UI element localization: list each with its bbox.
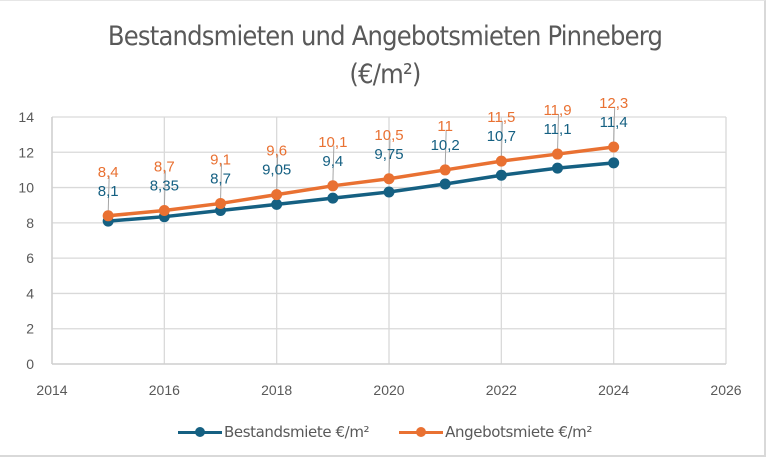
data-point-1	[327, 180, 339, 192]
data-point-1	[495, 155, 507, 167]
x-tick-label: 2020	[373, 382, 404, 398]
chart-title-unit: (€/m²)	[349, 59, 421, 90]
legend-label-angebotsmiete: Angebotsmiete €/m²	[445, 423, 592, 441]
y-tick-label: 14	[18, 109, 34, 125]
leader-line	[444, 129, 447, 168]
leader-line	[557, 114, 559, 153]
data-label-bestandsmiete: 11,4	[600, 114, 628, 131]
data-label-angebotsmiete: 11,9	[543, 102, 571, 119]
x-tick-label: 2018	[261, 382, 292, 398]
series-line-1	[108, 145, 614, 218]
data-label-bestandsmiete: 9,75	[374, 146, 403, 163]
data-label-bestandsmiete: 8,1	[98, 183, 119, 200]
data-label-angebotsmiete: 8,7	[154, 159, 175, 176]
x-tick-label: 2026	[710, 382, 741, 398]
data-point-1	[102, 210, 114, 222]
leader-line	[163, 170, 166, 209]
data-label-angebotsmiete: 10,5	[374, 127, 403, 144]
x-tick-label: 2014	[36, 382, 67, 398]
data-label-bestandsmiete: 8,7	[210, 170, 231, 187]
data-label-angebotsmiete: 12,3	[599, 95, 628, 112]
x-tick-label: 2024	[598, 382, 629, 398]
series-line-0	[108, 161, 614, 223]
y-tick-label: 8	[26, 215, 34, 231]
data-label-angebotsmiete: 11	[437, 118, 453, 135]
leader-line	[276, 154, 279, 193]
data-label-bestandsmiete: 10,7	[487, 128, 516, 145]
data-point-0	[271, 198, 283, 210]
data-labels: 8,1 8,4 8,35 8,7 8,7 9,1 9,05 9,6 9,4 10,1 9,75 10,…	[98, 95, 629, 200]
data-point-0	[552, 162, 563, 174]
y-tick-label: 4	[26, 285, 34, 301]
data-point-1	[608, 141, 620, 153]
legend-item-bestandsmiete[interactable]: Bestandsmiete €/m²	[178, 423, 370, 441]
data-label-bestandsmiete: 9,05	[262, 162, 291, 179]
chart-title: Bestandsmieten und Angebotsmieten Pinneb…	[0, 18, 770, 94]
data-point-1	[383, 173, 395, 185]
data-point-1	[271, 189, 283, 201]
leader-line	[388, 138, 391, 177]
data-point-1	[439, 164, 451, 176]
leader-line	[220, 163, 222, 202]
leader-line	[332, 145, 335, 184]
data-label-bestandsmiete: 8,35	[150, 178, 179, 195]
data-label-angebotsmiete: 9,6	[266, 143, 287, 160]
data-label-bestandsmiete: 9,4	[322, 153, 343, 170]
data-point-0	[495, 169, 507, 181]
leader-line	[500, 121, 503, 160]
data-point-0	[439, 178, 451, 190]
label-leader-lines	[107, 106, 616, 214]
legend-item-angebotsmiete[interactable]: Angebotsmiete €/m²	[399, 423, 592, 441]
y-tick-label: 12	[18, 144, 34, 160]
data-label-angebotsmiete: 8,4	[98, 164, 119, 181]
data-label-angebotsmiete: 10,1	[318, 134, 347, 151]
x-tick-label: 2022	[486, 382, 517, 398]
data-point-1	[158, 205, 170, 217]
y-tick-label: 2	[26, 321, 34, 337]
data-label-bestandsmiete: 11,1	[543, 121, 571, 138]
leader-line	[107, 175, 110, 214]
data-point-1	[215, 197, 226, 209]
legend-label-bestandsmiete: Bestandsmiete €/m²	[224, 423, 370, 441]
data-label-angebotsmiete: 11,5	[487, 109, 515, 126]
legend-swatch-angebotsmiete	[399, 427, 444, 437]
y-tick-label: 0	[26, 356, 34, 372]
x-tick-label: 2016	[149, 382, 180, 398]
y-axis-ticks: 0 2 4 6 8 10 12 14	[18, 109, 34, 372]
data-point-0	[383, 186, 395, 198]
y-tick-label: 6	[26, 250, 34, 266]
chart-title-main: Bestandsmieten und Angebotsmieten Pinneb…	[107, 21, 663, 52]
data-label-bestandsmiete: 10,2	[431, 137, 460, 154]
leader-line	[613, 106, 616, 146]
data-point-1	[552, 148, 563, 160]
legend-swatch-bestandsmiete	[178, 427, 222, 437]
data-point-0	[608, 157, 620, 169]
x-axis-ticks: 2014 2016 2018 2020 2022 2024 2026	[36, 382, 741, 398]
series-lines	[102, 141, 620, 227]
data-label-angebotsmiete: 9,1	[210, 151, 231, 168]
data-point-0	[327, 192, 339, 204]
legend: Bestandsmiete €/m² Angebotsmiete €/m²	[0, 423, 770, 441]
y-tick-label: 10	[18, 180, 34, 196]
